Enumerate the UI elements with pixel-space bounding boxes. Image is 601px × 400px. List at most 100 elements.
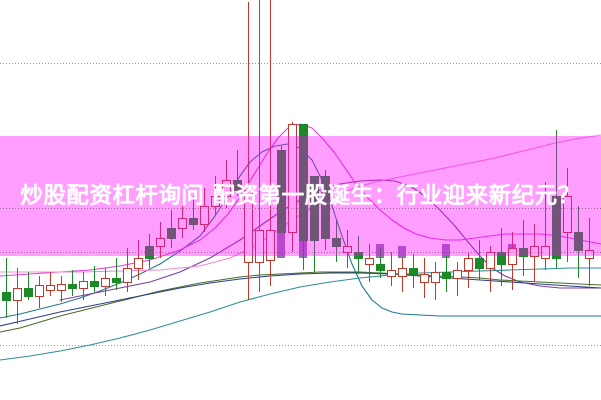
- candle-down: [552, 130, 561, 268]
- candle-up: [200, 188, 209, 232]
- candle-body: [310, 176, 319, 241]
- candle-body: [123, 268, 132, 283]
- candle-up: [134, 240, 143, 280]
- candle-body: [189, 218, 198, 225]
- candle-up: [35, 276, 44, 308]
- candle-down: [90, 266, 99, 292]
- candle-body: [101, 278, 110, 287]
- candle-body: [178, 218, 187, 229]
- candle-body: [431, 272, 440, 283]
- candle-up: [57, 276, 66, 302]
- candle-down: [2, 258, 11, 318]
- candle-body: [46, 285, 55, 291]
- volume-bar: [277, 216, 285, 258]
- candle-up: [288, 122, 297, 252]
- candle-body: [2, 292, 11, 301]
- candle-down: [376, 248, 385, 278]
- candle-up: [266, 0, 275, 286]
- candle-body: [24, 288, 33, 297]
- candle-body: [68, 284, 77, 289]
- candle-body: [519, 248, 528, 257]
- ma-line: [0, 271, 601, 333]
- candle-down: [68, 270, 77, 296]
- candle-body: [266, 230, 275, 261]
- candle-body: [79, 281, 88, 289]
- candle-down: [332, 220, 341, 262]
- ma-line: [0, 272, 601, 327]
- candle-up: [530, 224, 539, 282]
- candle-body: [475, 258, 484, 269]
- candle-up: [563, 168, 572, 262]
- candle-body: [453, 270, 462, 279]
- candle-body: [343, 246, 352, 253]
- candle-body: [486, 252, 495, 269]
- candle-up: [178, 206, 187, 238]
- candle-body: [420, 274, 429, 283]
- candle-body: [200, 206, 209, 225]
- candle-up: [453, 262, 462, 296]
- candle-up: [387, 252, 396, 286]
- candle-body: [35, 285, 44, 297]
- candle-body: [332, 238, 341, 247]
- candle-body: [398, 268, 407, 277]
- ma-line: [0, 123, 601, 277]
- candlestick-series: [2, 0, 594, 324]
- candle-down: [277, 146, 286, 233]
- candle-body: [497, 252, 506, 265]
- candle-body: [464, 258, 473, 271]
- candle-down: [409, 254, 418, 288]
- candle-body: [145, 246, 154, 259]
- candle-body: [585, 250, 594, 259]
- candle-up: [431, 262, 440, 300]
- candle-down: [167, 210, 176, 248]
- candle-body: [288, 124, 297, 233]
- candle-up: [244, 2, 253, 300]
- candle-body: [255, 230, 264, 263]
- candle-up: [255, 0, 264, 292]
- candle-down: [24, 272, 33, 300]
- ma-line: [0, 267, 601, 361]
- candle-body: [376, 264, 385, 271]
- candle-down: [112, 258, 121, 290]
- volume-bar: [398, 246, 406, 258]
- candle-up: [508, 232, 517, 290]
- candle-up: [79, 272, 88, 300]
- candle-down: [233, 150, 242, 196]
- candle-body: [365, 258, 374, 265]
- ma-line: [0, 134, 601, 273]
- candle-up: [222, 160, 231, 208]
- candle-up: [101, 268, 110, 296]
- candle-body: [574, 232, 583, 251]
- candle-body: [277, 150, 286, 233]
- candle-body: [299, 124, 308, 241]
- candle-down: [321, 170, 330, 250]
- candle-body: [442, 272, 451, 279]
- candle-down: [475, 240, 484, 280]
- candle-up: [365, 244, 374, 282]
- candle-down: [442, 256, 451, 292]
- candle-body: [211, 196, 220, 207]
- candle-body: [112, 278, 121, 283]
- candle-down: [574, 206, 583, 278]
- candle-body: [387, 270, 396, 277]
- candle-body: [354, 252, 363, 259]
- candle-body: [321, 176, 330, 239]
- candle-body: [57, 284, 66, 291]
- candle-body: [508, 248, 517, 265]
- candle-up: [398, 258, 407, 292]
- candle-up: [13, 268, 22, 324]
- candle-down: [299, 124, 308, 270]
- candle-body: [409, 268, 418, 275]
- candle-body: [530, 246, 539, 257]
- candle-body: [563, 196, 572, 233]
- candle-body: [552, 196, 561, 259]
- candle-up: [464, 252, 473, 288]
- candle-body: [233, 180, 242, 191]
- candle-up: [46, 272, 55, 296]
- candle-down: [189, 196, 198, 230]
- candle-body: [541, 246, 550, 259]
- candle-up: [420, 258, 429, 298]
- candle-body: [13, 288, 22, 301]
